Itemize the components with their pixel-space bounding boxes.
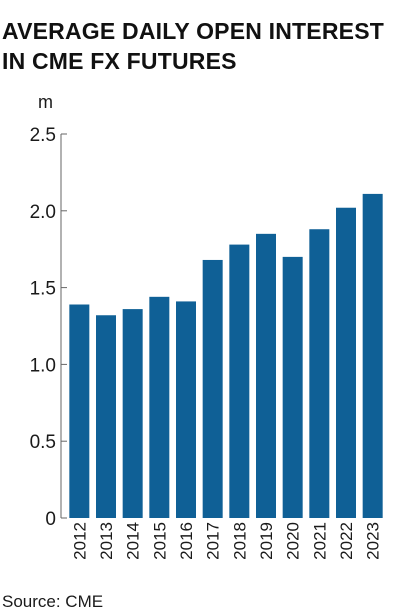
y-tick-label: 0.5: [30, 432, 56, 453]
bar-2020: [282, 256, 303, 518]
x-category-label: 2023: [364, 522, 383, 560]
bar-chart: 0 0.5 1.0 1.5 2.0 2.5 2012 2013 2014 2015 2016 2017…: [30, 125, 383, 560]
x-category-label: 2017: [204, 522, 223, 560]
x-category-label: 2019: [257, 522, 276, 560]
y-tick-label: 0: [45, 509, 56, 530]
x-category-label: 2022: [337, 522, 356, 560]
bar-2013: [96, 315, 116, 518]
x-category-label: 2021: [310, 522, 329, 560]
bar-2015: [149, 296, 170, 518]
bar-2021: [309, 229, 330, 519]
bar-2014: [122, 309, 143, 518]
y-tick-label: 2.5: [30, 125, 56, 146]
bar-2012: [69, 304, 90, 518]
bar-2018: [229, 244, 250, 518]
source-note: Source: CME: [2, 592, 104, 611]
x-category-label: 2012: [70, 522, 89, 560]
y-tick-label: 1.5: [30, 279, 56, 300]
chart-title: AVERAGE DAILY OPEN INTEREST IN CME FX FU…: [2, 18, 384, 74]
x-category-label: 2015: [150, 522, 169, 560]
x-category-label: 2020: [284, 522, 303, 560]
bar-2023: [362, 193, 383, 518]
y-tick-label: 1.0: [30, 355, 56, 376]
bar-2019: [256, 233, 276, 518]
x-category-label: 2016: [177, 522, 196, 560]
bar-2016: [176, 301, 196, 518]
bar-2022: [336, 207, 356, 519]
x-category-label: 2018: [230, 522, 249, 560]
axis-layer: [60, 133, 67, 519]
x-category-label: 2014: [124, 522, 143, 560]
y-tick-label: 2.0: [30, 202, 56, 223]
bars-layer: [69, 193, 383, 519]
labels-layer: 0 0.5 1.0 1.5 2.0 2.5 2012 2013 2014 2015 2016 2017…: [30, 125, 383, 560]
x-category-label: 2013: [97, 522, 116, 560]
bar-2017: [202, 259, 223, 518]
y-axis-unit-label: m: [38, 92, 53, 112]
